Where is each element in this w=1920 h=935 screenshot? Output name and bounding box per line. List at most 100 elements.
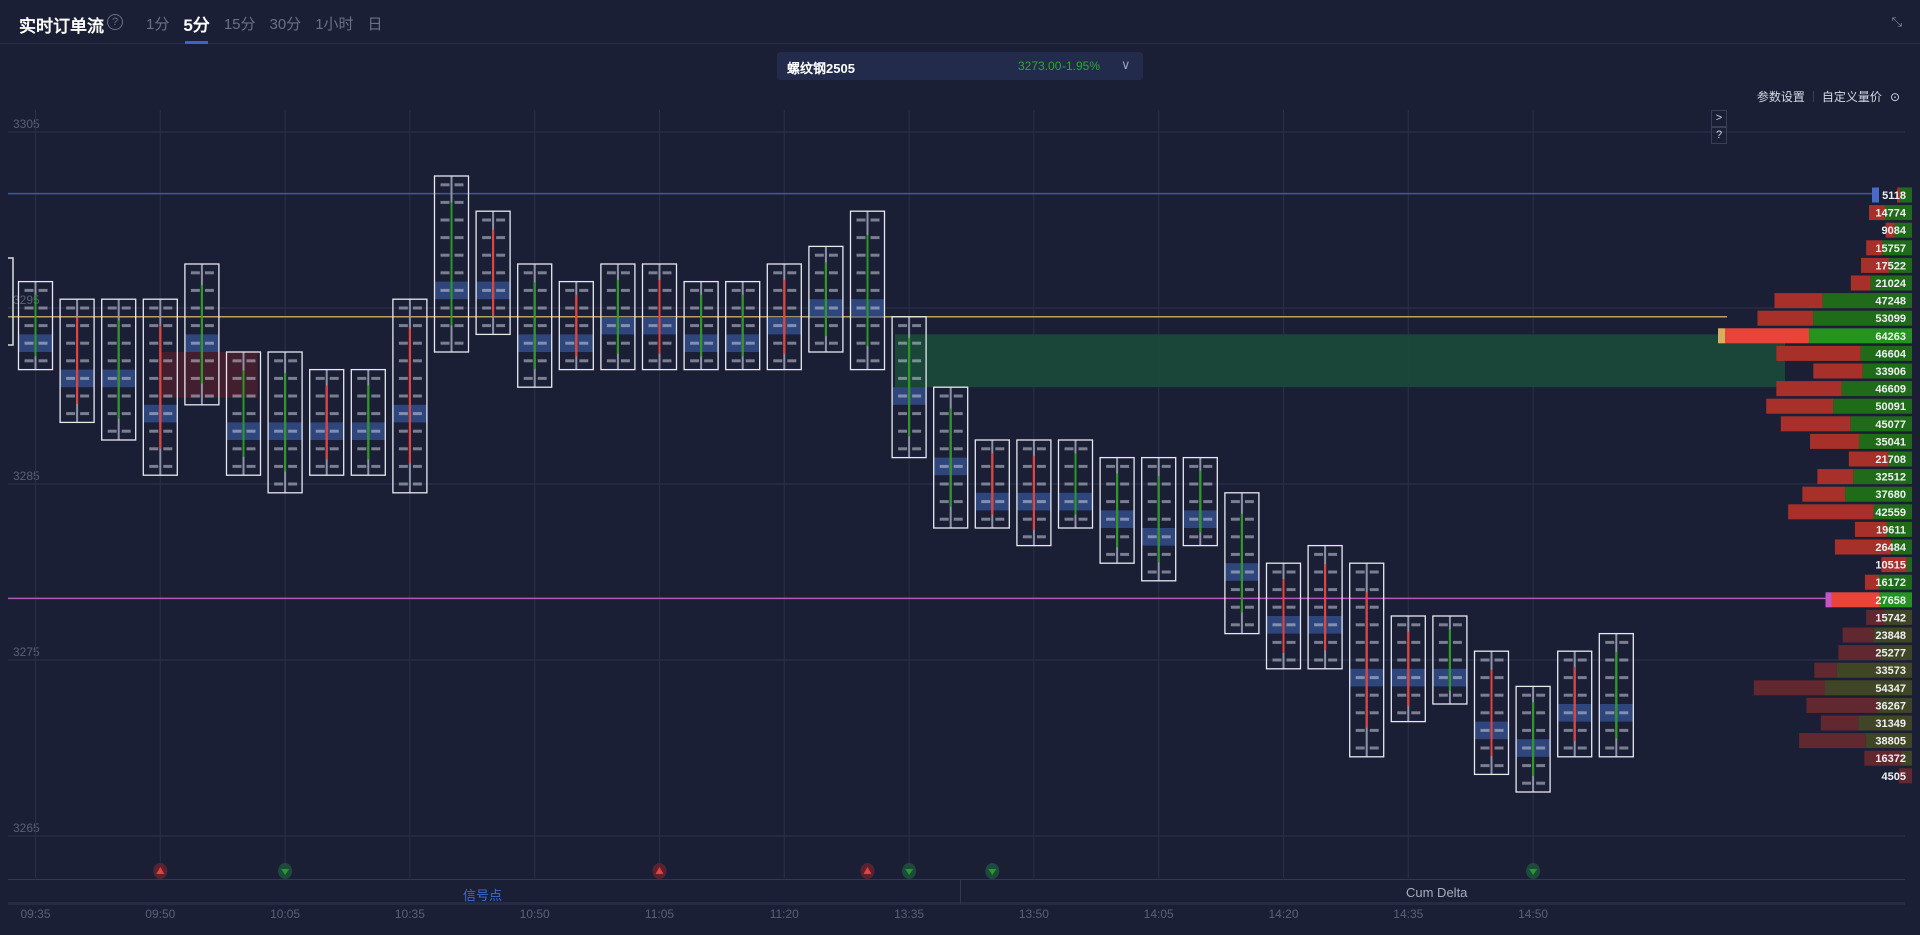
- sell-signal-icon[interactable]: [153, 863, 168, 879]
- footprint-candle[interactable]: [600, 263, 636, 371]
- ask-cell: [870, 306, 880, 310]
- footprint-candle[interactable]: [1515, 685, 1551, 793]
- footprint-candle[interactable]: [17, 280, 54, 371]
- help-button[interactable]: ?: [1711, 127, 1727, 144]
- bid-cell: [648, 324, 658, 328]
- footprint-candle[interactable]: [1265, 562, 1302, 670]
- bid-cell: [898, 447, 908, 451]
- footprint-candle[interactable]: [225, 351, 262, 476]
- volume-profile-row: 42559: [1788, 504, 1912, 520]
- footprint-candle[interactable]: [1182, 456, 1218, 547]
- sell-signal-icon[interactable]: [860, 863, 875, 879]
- bid-cell: [440, 183, 450, 187]
- collapse-arrows-icon[interactable]: ⤡: [1891, 14, 1902, 29]
- ask-cell: [371, 394, 381, 398]
- footprint-candle[interactable]: [433, 175, 470, 353]
- footprint-candle[interactable]: [1390, 615, 1426, 723]
- footprint-candle[interactable]: [1307, 544, 1343, 670]
- ask-cell: [953, 464, 963, 468]
- footprint-candle[interactable]: [1224, 492, 1260, 635]
- footprint-candle[interactable]: [1432, 615, 1468, 705]
- volume-label: 21024: [1875, 278, 1906, 290]
- bid-cell: [315, 447, 325, 451]
- bid-cell: [24, 288, 34, 292]
- footprint-candle[interactable]: [184, 263, 220, 406]
- params-settings-link[interactable]: 参数设置: [1756, 90, 1805, 104]
- target-icon[interactable]: ⊙: [1889, 89, 1900, 104]
- tab-15min[interactable]: 15分: [223, 16, 256, 33]
- footprint-candle[interactable]: [725, 280, 761, 371]
- volume-profile-row: 46604: [1776, 345, 1912, 361]
- buy-signal-icon[interactable]: [985, 863, 1000, 879]
- buy-signal-icon[interactable]: [1526, 863, 1541, 879]
- footprint-candle[interactable]: [1141, 456, 1177, 582]
- footprint-candle[interactable]: [350, 368, 386, 476]
- bid-cell: [1314, 658, 1324, 662]
- tab-cum-delta[interactable]: Cum Delta: [1406, 885, 1468, 900]
- footprint-candle[interactable]: [142, 298, 178, 476]
- buy-volume-bar: [1833, 398, 1912, 414]
- bid-cell: [1022, 517, 1032, 521]
- footprint-candle[interactable]: [849, 210, 886, 371]
- ask-cell: [704, 341, 714, 345]
- footprint-candle[interactable]: [891, 316, 927, 459]
- footprint-candle[interactable]: [641, 263, 678, 371]
- footprint-candle[interactable]: [1016, 439, 1052, 547]
- footprint-candle[interactable]: [766, 263, 802, 371]
- footprint-candle[interactable]: [974, 439, 1010, 529]
- buy-signal-icon[interactable]: [278, 863, 293, 879]
- ask-cell: [1619, 640, 1629, 644]
- footprint-candle[interactable]: [808, 245, 844, 353]
- symbol-selector[interactable]: 螺纹钢2505 3273.00 -1.95% ∨: [777, 52, 1143, 80]
- footprint-candle[interactable]: [392, 298, 428, 494]
- volume-profile-row: 27658: [1825, 592, 1912, 608]
- footprint-candle[interactable]: [59, 298, 95, 424]
- bid-cell: [606, 341, 616, 345]
- tab-5min[interactable]: 5分: [183, 11, 210, 44]
- sell-signal-icon[interactable]: [652, 863, 667, 879]
- tab-1hour[interactable]: 1小时: [315, 16, 354, 33]
- footprint-candle[interactable]: [1349, 562, 1385, 758]
- footprint-candle[interactable]: [309, 368, 345, 476]
- question-circle-icon[interactable]: ?: [107, 14, 123, 30]
- footprint-candle[interactable]: [1557, 650, 1593, 758]
- footprint-candle[interactable]: [558, 280, 594, 371]
- footprint-candle[interactable]: [1099, 456, 1135, 564]
- chevron-down-icon[interactable]: ∨: [1121, 57, 1131, 72]
- footprint-candle[interactable]: [101, 298, 137, 441]
- custom-volume-price-link[interactable]: 自定义量价: [1821, 90, 1882, 104]
- ask-cell: [1120, 552, 1130, 556]
- bid-cell: [1147, 500, 1157, 504]
- bid-cell: [731, 288, 741, 292]
- footprint-candle[interactable]: [683, 280, 719, 371]
- footprint-candle[interactable]: [1598, 632, 1634, 758]
- bid-cell: [107, 394, 117, 398]
- bid-cell: [24, 359, 34, 363]
- tab-signals[interactable]: 信号点: [463, 888, 503, 903]
- tab-1min[interactable]: 1分: [146, 16, 170, 33]
- ask-cell: [288, 482, 298, 486]
- expand-button[interactable]: >: [1711, 110, 1727, 127]
- tab-day[interactable]: 日: [367, 16, 383, 33]
- bid-cell: [939, 482, 949, 486]
- buy-volume-bar: [1901, 750, 1912, 766]
- footprint-candle[interactable]: [1057, 439, 1094, 529]
- buy-volume-bar: [1809, 328, 1912, 344]
- footprint-candle[interactable]: [475, 210, 511, 336]
- bid-cell: [107, 341, 117, 345]
- ask-cell: [704, 324, 714, 328]
- sell-volume-bar: [1885, 222, 1895, 238]
- ask-cell: [496, 253, 506, 257]
- ask-cell: [579, 359, 589, 363]
- footprint-candle[interactable]: [933, 386, 969, 529]
- buy-signal-icon[interactable]: [902, 863, 917, 879]
- bid-cell: [1230, 500, 1240, 504]
- ask-cell: [1244, 535, 1254, 539]
- footprint-candle[interactable]: [517, 263, 553, 388]
- ask-cell: [537, 376, 547, 380]
- tab-30min[interactable]: 30分: [269, 16, 302, 33]
- footprint-candle[interactable]: [1473, 650, 1510, 776]
- bid-cell: [274, 376, 284, 380]
- footprint-candle[interactable]: [267, 351, 303, 494]
